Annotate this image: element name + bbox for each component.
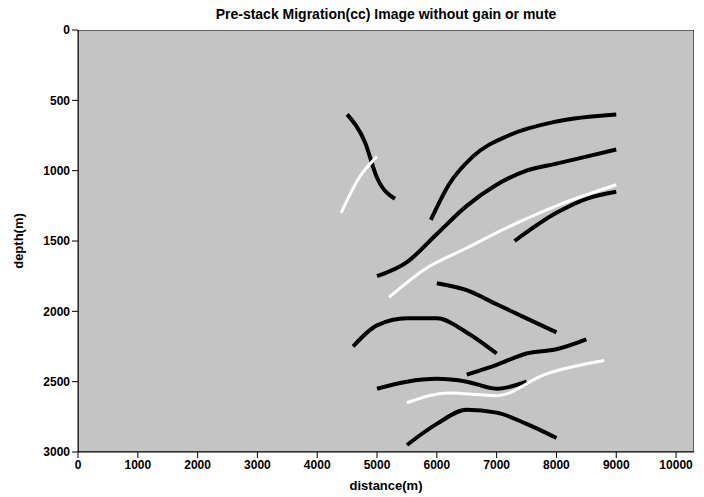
svg-text:3000: 3000 (244, 458, 271, 472)
html-text:Pre-stack Migration(cc) Image: Pre-stack Migration(cc) Image without ga… (215, 6, 557, 22)
svg-text:10000: 10000 (659, 458, 693, 472)
svg-text:1000: 1000 (43, 164, 70, 178)
svg-text:3000: 3000 (43, 445, 70, 459)
svg-text:2000: 2000 (184, 458, 211, 472)
svg-text:depth(m): depth(m) (11, 213, 26, 269)
svg-text:8000: 8000 (543, 458, 570, 472)
svg-text:7000: 7000 (483, 458, 510, 472)
svg-text:0: 0 (63, 23, 70, 37)
svg-text:2500: 2500 (43, 375, 70, 389)
svg-text:4000: 4000 (304, 458, 331, 472)
svg-text:0: 0 (75, 458, 82, 472)
svg-text:1500: 1500 (43, 234, 70, 248)
svg-text:1000: 1000 (124, 458, 151, 472)
svg-text:6000: 6000 (423, 458, 450, 472)
svg-text:2000: 2000 (43, 305, 70, 319)
svg-text:distance(m): distance(m) (350, 478, 423, 493)
svg-text:500: 500 (50, 94, 70, 108)
svg-text:9000: 9000 (603, 458, 630, 472)
svg-text:5000: 5000 (364, 458, 391, 472)
